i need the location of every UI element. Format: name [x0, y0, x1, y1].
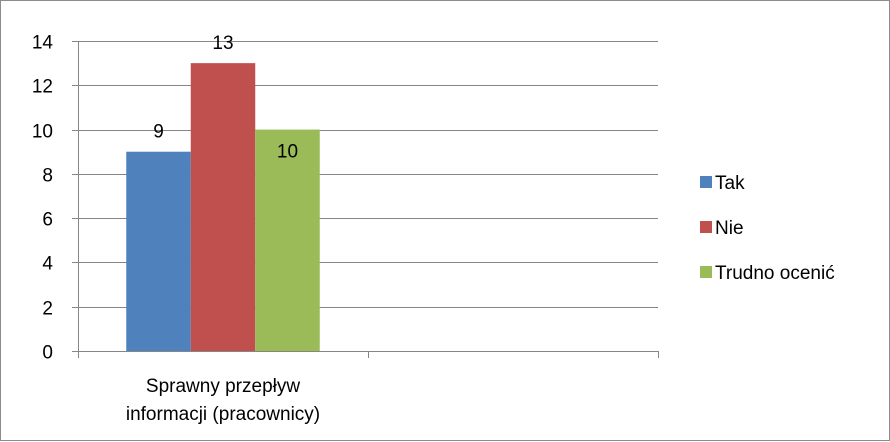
data-label-trudno-ocenić: 10 [277, 142, 298, 163]
category-label-line-0: Sprawny przepływ [146, 376, 300, 397]
axes [72, 41, 659, 358]
bar-trudno-ocenić [255, 129, 320, 351]
y-tick-label-10: 10 [32, 122, 53, 143]
legend-label-nie: Nie [715, 218, 744, 239]
legend-swatch-trudno-ocenić [700, 266, 712, 278]
category-labels: Sprawny przepływ informacji (pracownicy) [126, 376, 320, 425]
legend-swatch-tak [700, 176, 712, 188]
data-labels: 9 13 10 [153, 33, 298, 162]
data-label-nie: 13 [212, 33, 233, 54]
y-tick-label-8: 8 [42, 166, 53, 187]
y-tick-label-14: 14 [32, 33, 54, 54]
bars [126, 63, 320, 352]
y-tick-label-6: 6 [42, 210, 53, 231]
bar-nie [190, 63, 256, 352]
y-tick-label-4: 4 [42, 254, 53, 275]
legend-label-tak: Tak [715, 173, 745, 194]
y-tick-label-0: 0 [42, 343, 53, 364]
legend-label-trudno-ocenić: Trudno ocenić [715, 263, 835, 284]
y-tick-labels: 0 2 4 6 8 10 12 14 [32, 33, 54, 364]
y-tick-label-2: 2 [42, 299, 53, 320]
legend: Tak Nie Trudno ocenić [700, 173, 835, 284]
y-tick-label-12: 12 [32, 77, 53, 98]
legend-swatch-nie [700, 221, 712, 233]
category-label-line-1: informacji (pracownicy) [126, 404, 320, 425]
data-label-tak: 9 [153, 122, 164, 143]
bar-tak [126, 151, 191, 351]
